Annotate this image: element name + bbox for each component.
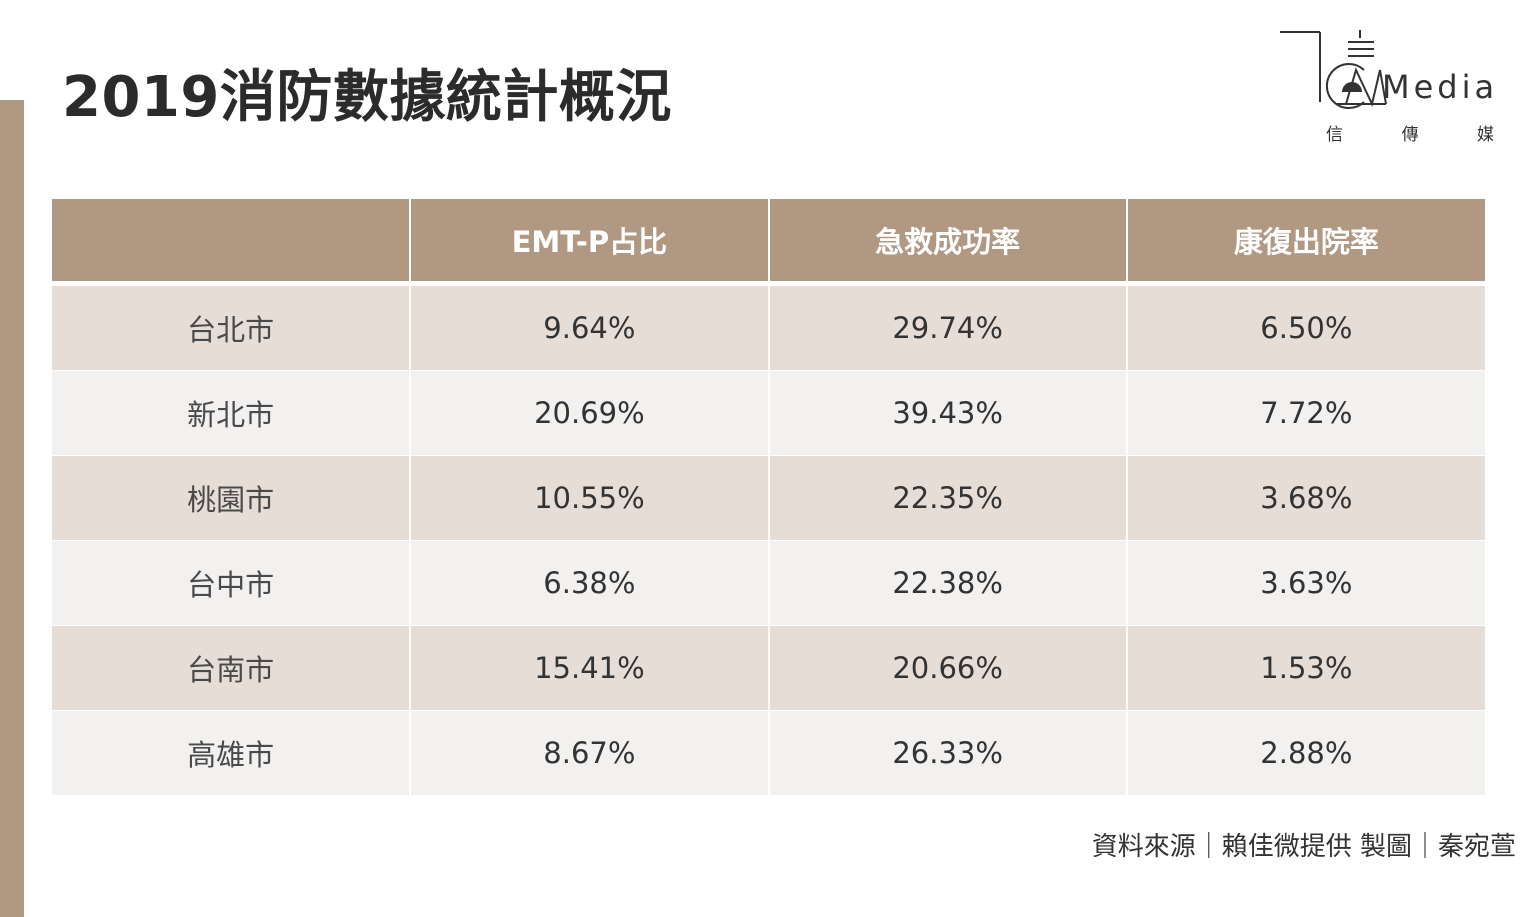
value-cell: 20.69% bbox=[409, 370, 769, 456]
stats-table: EMT-P占比 急救成功率 康復出院率 台北市 9.64% 29.74% 6.5… bbox=[52, 199, 1485, 795]
value-cell: 6.38% bbox=[409, 540, 769, 626]
table-header-row: EMT-P占比 急救成功率 康復出院率 bbox=[52, 199, 1485, 286]
value-cell: 9.64% bbox=[409, 283, 769, 371]
value-cell: 8.67% bbox=[409, 710, 769, 795]
value-cell: 22.35% bbox=[767, 455, 1127, 541]
logo-mark-icon bbox=[1280, 30, 1387, 109]
value-cell: 1.53% bbox=[1125, 625, 1485, 711]
value-cell: 22.38% bbox=[767, 540, 1127, 626]
value-cell: 7.72% bbox=[1125, 370, 1485, 456]
media-logo bbox=[1276, 26, 1506, 150]
column-header-city bbox=[52, 199, 411, 286]
logo-text: Media bbox=[1382, 68, 1499, 106]
left-accent-bar bbox=[0, 100, 24, 917]
column-header-rescue-rate: 急救成功率 bbox=[767, 199, 1127, 286]
table-row: 台中市 6.38% 22.38% 3.63% bbox=[52, 540, 1485, 626]
city-cell: 新北市 bbox=[52, 370, 411, 456]
value-cell: 10.55% bbox=[409, 455, 769, 541]
value-cell: 20.66% bbox=[767, 625, 1127, 711]
value-cell: 26.33% bbox=[767, 710, 1127, 795]
column-header-emtp: EMT-P占比 bbox=[409, 199, 769, 286]
logo-sub-char: 媒 bbox=[1477, 125, 1494, 145]
logo-subtitle: 信 傳 媒 bbox=[1326, 120, 1494, 145]
city-cell: 台北市 bbox=[52, 283, 411, 371]
value-cell: 39.43% bbox=[767, 370, 1127, 456]
city-cell: 桃園市 bbox=[52, 455, 411, 541]
table-row: 台北市 9.64% 29.74% 6.50% bbox=[52, 283, 1485, 371]
table-row: 新北市 20.69% 39.43% 7.72% bbox=[52, 370, 1485, 456]
logo-sub-char: 信 bbox=[1326, 125, 1343, 145]
logo-sub-char: 傳 bbox=[1401, 125, 1419, 145]
table-row: 台南市 15.41% 20.66% 1.53% bbox=[52, 625, 1485, 711]
city-cell: 高雄市 bbox=[52, 710, 411, 795]
value-cell: 2.88% bbox=[1125, 710, 1485, 795]
city-cell: 台南市 bbox=[52, 625, 411, 711]
value-cell: 15.41% bbox=[409, 625, 769, 711]
source-credit: 資料來源｜賴佳微提供 製圖｜秦宛萱 bbox=[1091, 832, 1516, 862]
table-row: 桃園市 10.55% 22.35% 3.68% bbox=[52, 455, 1485, 541]
value-cell: 3.63% bbox=[1125, 540, 1485, 626]
table-row: 高雄市 8.67% 26.33% 2.88% bbox=[52, 710, 1485, 795]
value-cell: 6.50% bbox=[1125, 283, 1485, 371]
value-cell: 3.68% bbox=[1125, 455, 1485, 541]
column-header-recovery-rate: 康復出院率 bbox=[1125, 199, 1485, 286]
city-cell: 台中市 bbox=[52, 540, 411, 626]
value-cell: 29.74% bbox=[767, 283, 1127, 371]
page-title: 2019消防數據統計概況 bbox=[62, 65, 672, 130]
